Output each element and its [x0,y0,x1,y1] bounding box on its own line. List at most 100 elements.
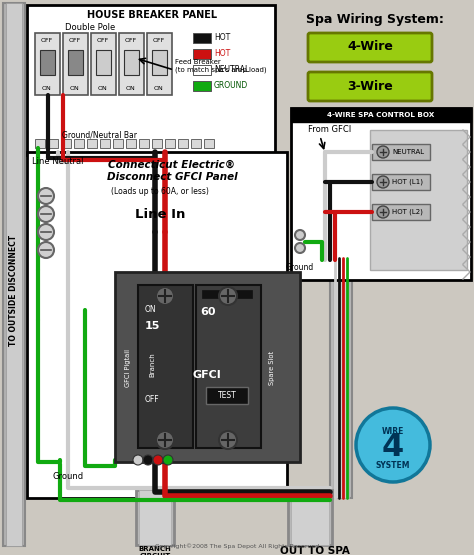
Circle shape [219,431,237,449]
Text: Double Pole: Double Pole [65,23,115,32]
Text: WIRE: WIRE [382,427,404,436]
Text: TO OUTSIDE DISCONNECT: TO OUTSIDE DISCONNECT [9,234,18,346]
Bar [48,139,58,148]
Bar [91,33,116,95]
Text: GFCI Pigtail: GFCI Pigtail [125,349,131,387]
Text: Connecticut Electric®: Connecticut Electric® [109,160,236,170]
Text: 4-WIRE SPA CONTROL BOX: 4-WIRE SPA CONTROL BOX [328,112,435,118]
Text: Copyright©2008 The Spa Depot All Rights Reserved: Copyright©2008 The Spa Depot All Rights … [155,543,319,549]
Text: HOT (L1): HOT (L1) [392,179,423,185]
Text: ON: ON [98,85,108,90]
Bar [96,50,111,75]
Circle shape [295,243,305,253]
Bar [113,139,123,148]
Text: BRANCH
CIRCUIT: BRANCH CIRCUIT [138,546,172,555]
Text: GFCI: GFCI [192,370,221,380]
Bar [193,49,211,59]
Text: OFF: OFF [41,38,53,43]
Bar [138,285,193,448]
Text: Spa Wiring System:: Spa Wiring System: [306,13,444,27]
Bar [147,33,172,95]
Bar [35,33,60,95]
Text: ON: ON [154,85,164,90]
Text: OFF: OFF [153,38,165,43]
Bar [191,139,201,148]
Circle shape [377,176,389,188]
Text: Ground: Ground [53,472,83,481]
Text: Feed Breaker
(to match spa's amp load): Feed Breaker (to match spa's amp load) [175,59,266,73]
Text: HOT: HOT [214,49,230,58]
Text: ON: ON [145,305,156,315]
Circle shape [219,287,237,305]
Circle shape [38,188,54,204]
Text: ON: ON [70,85,80,90]
Bar [333,258,349,498]
Text: ON: ON [126,85,136,90]
Circle shape [143,455,153,465]
Bar [330,258,352,498]
Text: Line In: Line In [135,209,185,221]
Text: OFF: OFF [97,38,109,43]
Bar [372,204,430,220]
Bar [139,139,149,148]
Text: 15: 15 [145,321,160,331]
Circle shape [133,455,143,465]
Bar [206,387,248,404]
Bar [193,33,211,43]
Bar [291,108,471,280]
Bar [193,65,211,75]
Bar [139,490,171,545]
Circle shape [156,287,174,305]
Bar [202,290,252,298]
Circle shape [295,230,305,240]
Circle shape [356,408,430,482]
Bar [115,272,300,462]
Bar [126,139,136,148]
Bar [74,139,84,148]
Text: HOT (L2): HOT (L2) [392,209,423,215]
Bar [178,139,188,148]
Circle shape [38,242,54,258]
Bar [196,285,261,448]
Bar [291,490,329,545]
Bar [40,50,55,75]
Text: TEST: TEST [218,391,237,400]
Circle shape [38,224,54,240]
Bar [6,3,22,546]
Text: From GFCI: From GFCI [308,125,351,134]
Bar [100,139,110,148]
Text: SYSTEM: SYSTEM [376,461,410,470]
Text: OFF: OFF [145,396,160,405]
FancyBboxPatch shape [308,72,432,101]
Bar [152,50,167,75]
Bar [61,139,71,148]
Bar [3,3,25,546]
Text: Branch: Branch [149,352,155,377]
Circle shape [38,206,54,222]
Text: (Loads up to 60A, or less): (Loads up to 60A, or less) [111,186,209,195]
Text: OFF: OFF [125,38,137,43]
Bar [35,139,45,148]
Text: Ground/Neutral Bar: Ground/Neutral Bar [63,130,137,139]
Bar [87,139,97,148]
Text: OUT TO SPA: OUT TO SPA [280,546,350,555]
FancyBboxPatch shape [308,33,432,62]
Bar [119,33,144,95]
Bar [27,5,275,155]
Text: Line Neutral: Line Neutral [32,158,84,166]
Bar [165,139,175,148]
Text: 60: 60 [200,307,216,317]
Text: NEUTRAL: NEUTRAL [392,149,424,155]
Circle shape [153,455,163,465]
Bar [291,108,471,122]
Text: Disconnect GFCI Panel: Disconnect GFCI Panel [107,172,237,182]
Bar [204,139,214,148]
Bar [370,130,467,270]
Text: 4: 4 [382,432,404,463]
Circle shape [377,206,389,218]
Bar [152,139,162,148]
Circle shape [156,431,174,449]
Bar [288,490,332,545]
Text: 3-Wire: 3-Wire [347,79,393,93]
Text: Ground: Ground [286,263,314,272]
